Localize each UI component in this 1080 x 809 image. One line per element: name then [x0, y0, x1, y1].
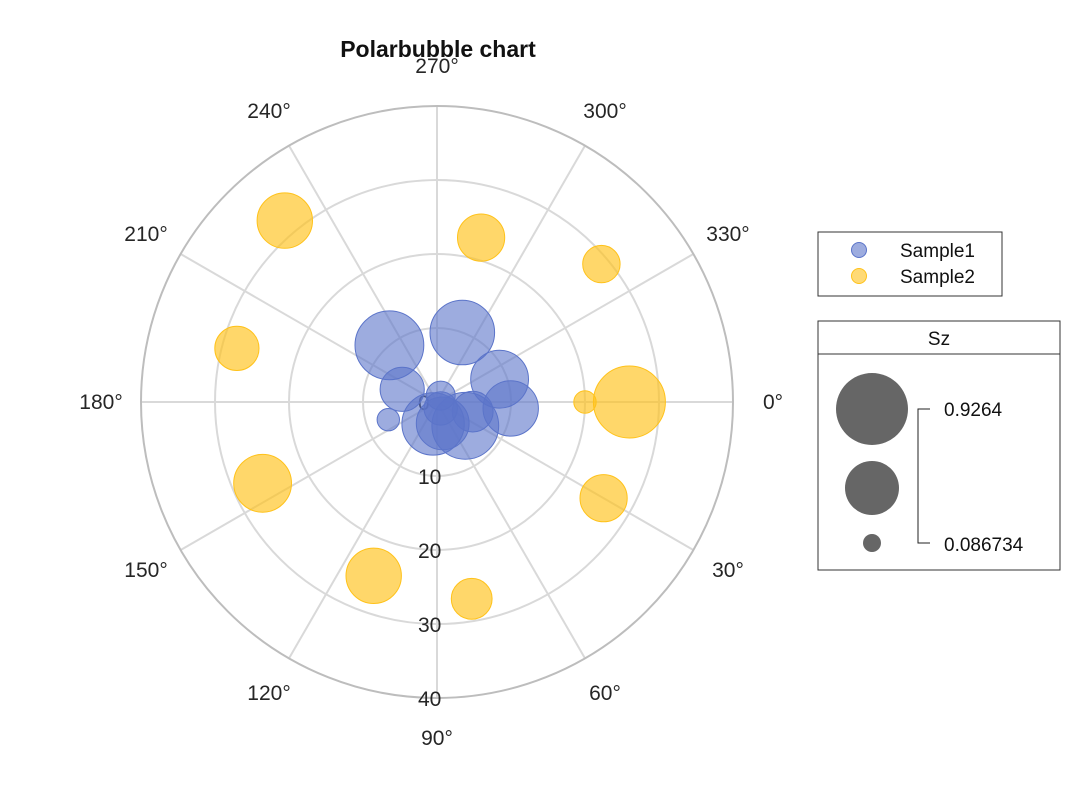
polar-outer-ring: [140, 105, 734, 699]
bubble-sample2: [345, 547, 402, 604]
bubble-sample2: [592, 365, 666, 439]
theta-tick-label: 300°: [583, 100, 626, 123]
theta-tick-labels: 0° 30° 60° 90° 120° 150° 180° 210° 240° 270° 300° 3…: [79, 55, 783, 750]
size-legend-small-bubble: [863, 534, 881, 552]
bubble-sample2: [457, 213, 506, 262]
theta-tick-label: 330°: [706, 223, 749, 246]
r-tick-label: 10: [418, 466, 441, 489]
series-legend: Sample1 Sample2: [817, 231, 1003, 297]
theta-tick-label: 270°: [415, 55, 458, 78]
size-legend-max-label: 0.9264: [944, 400, 1003, 421]
theta-tick-label: 150°: [124, 559, 167, 582]
legend-marker-sample1: [851, 242, 867, 258]
bubble-sample2: [573, 390, 597, 414]
size-legend-box: [817, 320, 1061, 571]
theta-tick-label: 60°: [589, 682, 621, 705]
theta-tick-label: 120°: [247, 682, 290, 705]
theta-tick-label: 90°: [421, 727, 453, 750]
bubble-sample2: [256, 192, 313, 249]
bubble-layer: [214, 192, 666, 620]
bubble-sample1: [429, 299, 496, 366]
bubble-sample2: [579, 474, 628, 523]
r-tick-label: 20: [418, 540, 441, 563]
size-legend-large-bubble: [836, 373, 908, 445]
bubble-sample2: [582, 244, 621, 284]
bubble-sample1: [425, 380, 456, 411]
bubble-sample1: [470, 349, 530, 409]
size-legend-title: Sz: [928, 329, 950, 350]
legend-label-sample1: Sample1: [900, 241, 975, 262]
size-legend-min-label: 0.086734: [944, 535, 1024, 556]
r-tick-label: 30: [418, 614, 441, 637]
theta-tick-label: 30°: [712, 559, 744, 582]
legend-box: [817, 231, 1003, 297]
theta-tick-label: 0°: [763, 391, 783, 414]
legend-marker-sample2: [851, 268, 867, 284]
size-legend-medium-bubble: [845, 461, 899, 515]
bubble-sample2: [214, 325, 260, 371]
theta-tick-label: 180°: [79, 391, 122, 414]
bubble-sample1: [354, 310, 425, 381]
legend-label-sample2: Sample2: [900, 267, 975, 288]
bubble-sample2: [233, 453, 293, 513]
bubble-sample2: [450, 577, 493, 620]
bubble-sample1: [376, 408, 400, 432]
size-legend-bracket: [917, 408, 930, 544]
chart-title: Polarbubble chart: [340, 36, 536, 62]
theta-tick-label: 240°: [247, 100, 290, 123]
size-legend: Sz 0.9264 0.086734: [817, 320, 1061, 571]
theta-tick-label: 210°: [124, 223, 167, 246]
r-tick-label: 40: [418, 688, 441, 711]
